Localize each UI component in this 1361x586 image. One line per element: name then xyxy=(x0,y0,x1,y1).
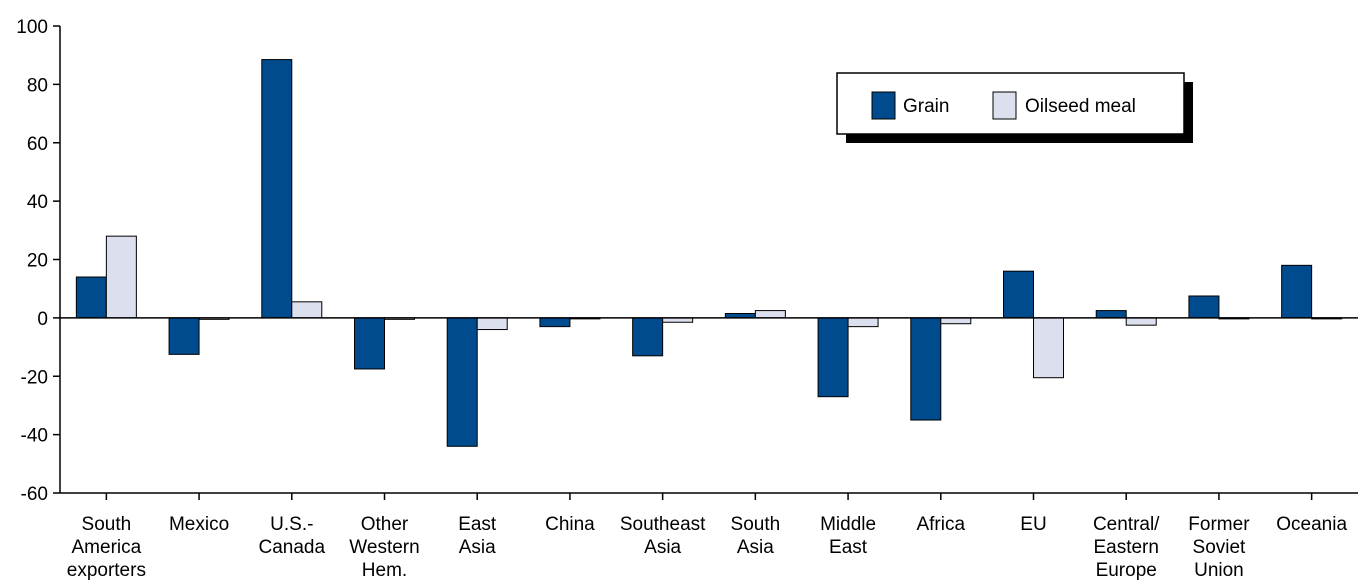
y-tick-label: 60 xyxy=(27,134,48,155)
bar-oilseed-meal-0 xyxy=(105,235,137,319)
x-category-label: Asia xyxy=(644,537,681,558)
x-category-label: East xyxy=(829,537,868,558)
bar-grain-11 xyxy=(1095,310,1127,319)
x-category-label: Central/ xyxy=(1093,514,1160,535)
bar-grain-4 xyxy=(446,317,478,447)
x-category-label: Canada xyxy=(259,537,326,558)
bar-grain-0 xyxy=(75,276,107,319)
legend-swatch-oilseed-meal xyxy=(992,91,1017,120)
x-category-label: China xyxy=(545,514,595,535)
y-tick-label: -20 xyxy=(21,367,48,388)
bar-grain-1 xyxy=(168,317,200,355)
bar-oilseed-meal-7 xyxy=(754,310,786,319)
legend-swatch-grain xyxy=(871,91,896,120)
bar-oilseed-meal-10 xyxy=(1033,317,1064,379)
x-category-label: Former xyxy=(1188,514,1250,535)
x-category-label: East xyxy=(458,514,497,535)
x-category-label: America xyxy=(72,537,142,558)
bar-grain-12 xyxy=(1188,295,1220,319)
x-category-label: EU xyxy=(1020,514,1046,535)
axes-layer: -60-40-20020406080100SouthAmericaexporte… xyxy=(16,17,1358,581)
y-tick-label: 100 xyxy=(16,17,48,38)
bar-oilseed-meal-8 xyxy=(847,317,879,328)
bar-oilseed-meal-4 xyxy=(476,317,508,331)
bars-layer xyxy=(75,59,1343,447)
x-category-label: Africa xyxy=(916,514,965,535)
y-tick-label: 40 xyxy=(27,192,48,213)
x-category-label: Southeast xyxy=(620,514,706,535)
x-category-label: Middle xyxy=(820,514,876,535)
bar-grain-5 xyxy=(539,317,571,328)
legend-label-oilseed-meal: Oilseed meal xyxy=(1025,96,1136,117)
bar-grain-13 xyxy=(1281,264,1313,319)
bar-grain-3 xyxy=(354,317,385,370)
legend: Grain Oilseed meal xyxy=(836,72,1193,143)
bar-grain-8 xyxy=(817,317,849,398)
x-category-label: Asia xyxy=(737,537,774,558)
bar-grain-9 xyxy=(910,317,942,421)
y-tick-label: 0 xyxy=(37,309,48,330)
x-category-label: Mexico xyxy=(169,514,229,535)
x-category-label: Other xyxy=(361,514,409,535)
y-tick-label: -40 xyxy=(21,426,48,447)
x-category-label: Eastern xyxy=(1093,537,1158,558)
x-category-label: Europe xyxy=(1096,560,1157,581)
x-category-label: South xyxy=(82,514,132,535)
bar-oilseed-meal-2 xyxy=(291,301,323,319)
bar-grain-6 xyxy=(632,317,664,357)
x-category-label: Union xyxy=(1194,560,1244,581)
x-category-label: Oceania xyxy=(1276,514,1347,535)
x-category-label: Soviet xyxy=(1193,537,1247,558)
x-category-label: Western xyxy=(349,537,419,558)
bar-oilseed-meal-9 xyxy=(940,317,972,325)
x-category-label: exporters xyxy=(67,560,146,581)
y-tick-label: -60 xyxy=(21,484,48,505)
x-category-label: Asia xyxy=(459,537,496,558)
legend-label-grain: Grain xyxy=(903,96,949,117)
x-category-label: Hem. xyxy=(362,560,407,581)
bar-grain-10 xyxy=(1003,270,1034,319)
x-category-label: U.S.- xyxy=(270,514,313,535)
bar-grain-2 xyxy=(261,59,293,319)
x-category-label: South xyxy=(731,514,781,535)
bar-oilseed-meal-11 xyxy=(1125,317,1157,326)
y-tick-label: 80 xyxy=(27,75,48,96)
y-tick-label: 20 xyxy=(27,251,48,272)
